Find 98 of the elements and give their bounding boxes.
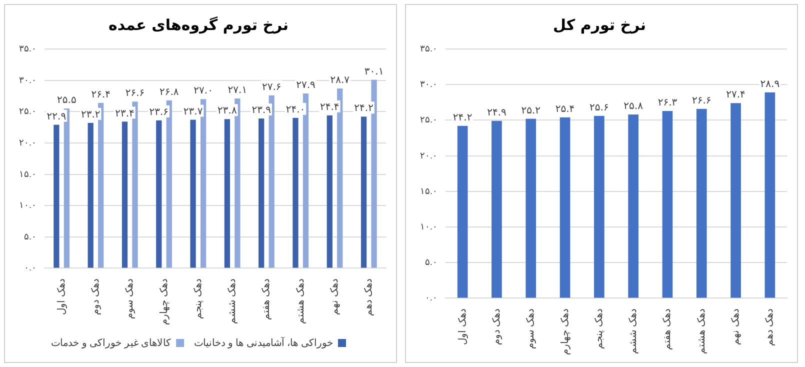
legend-label: خوراکی ها، آشامیدنی ها و دخانیات [194,336,333,349]
y-tick-label: ۱۰.۰ [18,200,36,210]
bar [560,117,570,298]
data-label: ۲۵.۴ [555,104,575,115]
legend-label: کالاهای غیر خوراکی و خدمات [50,338,172,349]
bar [492,120,502,298]
bar [166,100,172,268]
data-label: ۲۶.۳ [658,98,678,109]
data-label: ۲۳.۷ [183,106,204,118]
x-tick-label: دهک اول [457,309,468,346]
y-tick-label: ۰.۰ [24,262,36,273]
bar [326,115,332,268]
y-tick-label: ۲۰.۰ [18,137,36,148]
bar [88,122,94,268]
bar [98,102,104,268]
y-tick-label: ۳۵.۰ [420,43,438,54]
y-tick-label: ۲۵.۰ [18,106,36,116]
data-label: ۲۳.۴ [115,108,134,120]
y-tick-label: ۱۵.۰ [18,168,36,179]
data-label: ۲۵.۲ [521,105,541,116]
data-label: ۲۴.۲ [354,103,374,114]
data-label: ۲۷.۴ [726,90,746,101]
bar [224,119,230,268]
data-label: ۳۰.۱ [364,66,384,78]
bar [337,88,343,268]
data-label: ۲۶.۶ [125,88,145,100]
x-tick-label: دهک نهم [730,309,742,346]
bar [628,114,638,298]
bar [371,80,377,268]
bar [360,116,367,268]
data-label: ۲۳.۶ [149,106,169,118]
x-tick-label: دهک ششم [227,279,238,324]
bar [268,95,274,268]
data-label: ۲۷.۶ [262,82,282,93]
bar [156,120,162,268]
y-tick-label: ۵.۰ [24,231,36,242]
data-label: ۲۴.۰ [286,104,306,116]
x-tick-label: دهک ششم [628,309,640,354]
x-tick-label: دهک پنجم [192,279,204,320]
data-label: ۲۵.۵ [57,95,76,106]
bar [526,118,536,298]
y-tick-label: ۲۵.۰ [420,114,438,125]
y-tick-label: ۱۵.۰ [420,186,438,196]
x-tick-label: دهک پنجم [594,309,605,350]
data-label: ۲۶.۶ [692,95,712,106]
x-tick-label: دهک هفتم [662,309,674,350]
data-label: ۲۷.۱ [228,85,248,96]
y-tick-label: ۱۰.۰ [420,222,438,232]
data-label: ۲۴.۲ [452,112,472,124]
x-tick-label: دهک چهارم [158,279,170,326]
chart-title: نرخ تورم کل [553,16,646,34]
x-tick-label: دهک هشتم [696,309,708,354]
bar [457,126,468,298]
data-label: ۲۴.۴ [320,102,340,113]
y-tick-label: ۰.۰ [424,292,438,303]
y-tick-label: ۵.۰ [424,257,438,268]
x-tick-label: دهک سوم [124,279,136,320]
x-tick-label: دهک چهارم [560,309,571,356]
bar [190,120,196,268]
x-tick-label: دهک دوم [90,279,102,316]
bar [258,118,264,268]
data-label: ۲۷.۹ [296,80,316,92]
bar [302,93,309,268]
x-tick-label: دهک دهم [764,309,776,346]
x-tick-label: دهک سوم [526,309,537,350]
bar [696,108,707,298]
data-label: ۲۴.۹ [487,108,506,119]
bar [122,122,128,268]
bar [594,116,604,298]
x-tick-label: دهک هشتم [295,279,306,324]
y-tick-label: ۲۰.۰ [420,150,438,160]
y-tick-label: ۳۵.۰ [18,43,36,54]
bar [662,110,673,298]
data-label: ۲۶.۴ [91,89,110,100]
x-tick-label: دهک نهم [330,279,341,316]
bar [54,124,60,268]
bar [292,118,298,268]
data-label: ۲۷.۰ [194,86,213,97]
data-label: ۲۵.۸ [624,101,644,112]
bar [730,103,741,298]
data-label: ۲۸.۷ [330,75,350,86]
data-label: ۲۳.۸ [218,106,238,117]
bar [234,98,240,268]
bar [132,102,138,268]
data-label: ۲۸.۹ [760,79,780,90]
y-tick-label: ۳۰.۰ [18,74,36,85]
chart-title: نرخ تورم گروه‌های عمده [108,16,288,34]
data-label: ۲۶.۸ [160,86,180,98]
x-tick-label: دهک هفتم [261,279,272,320]
data-label: ۲۲.۹ [46,111,66,122]
x-tick-label: دهک دهم [364,279,375,316]
x-tick-label: دهک اول [56,279,68,316]
data-label: ۲۳.۲ [80,110,100,121]
y-tick-label: ۳۰.۰ [420,79,438,90]
data-label: ۲۵.۶ [590,102,609,114]
data-label: ۲۳.۹ [252,105,271,116]
x-tick-label: دهک دوم [491,309,502,346]
bar [764,92,776,298]
